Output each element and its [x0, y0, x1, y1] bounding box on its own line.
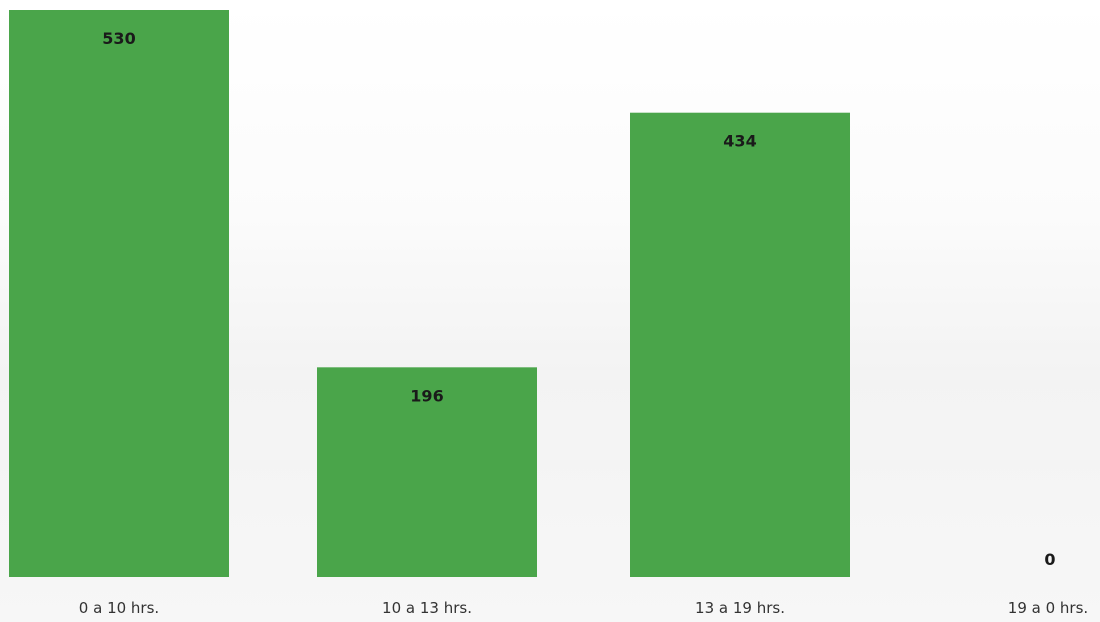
value-label-3: 0 [1044, 550, 1055, 569]
bars-group [9, 10, 850, 577]
category-label-2: 13 a 19 hrs. [695, 599, 785, 617]
bar-0 [9, 10, 229, 577]
bar-1 [317, 367, 537, 577]
value-label-1: 196 [410, 386, 443, 405]
value-label-2: 434 [723, 132, 756, 151]
category-label-1: 10 a 13 hrs. [382, 599, 472, 617]
category-label-3: 19 a 0 hrs. [1008, 599, 1088, 617]
bar-2 [630, 112, 850, 577]
value-label-0: 530 [102, 29, 135, 48]
category-labels-group: 0 a 10 hrs. 10 a 13 hrs. 13 a 19 hrs. 19 a … [79, 599, 1088, 617]
value-labels-group: 530 196 434 0 [102, 29, 1055, 569]
category-label-0: 0 a 10 hrs. [79, 599, 159, 617]
